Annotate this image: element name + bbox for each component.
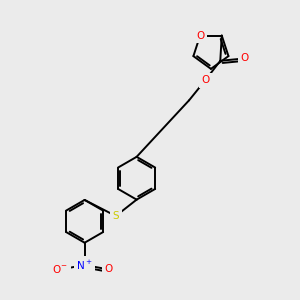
Text: O: O bbox=[201, 75, 209, 85]
Text: O$^{-}$: O$^{-}$ bbox=[52, 263, 68, 275]
Text: O: O bbox=[196, 31, 204, 40]
Text: O: O bbox=[105, 265, 113, 275]
Text: S: S bbox=[112, 211, 119, 221]
Text: O: O bbox=[241, 53, 249, 63]
Text: N$^+$: N$^+$ bbox=[76, 259, 93, 272]
